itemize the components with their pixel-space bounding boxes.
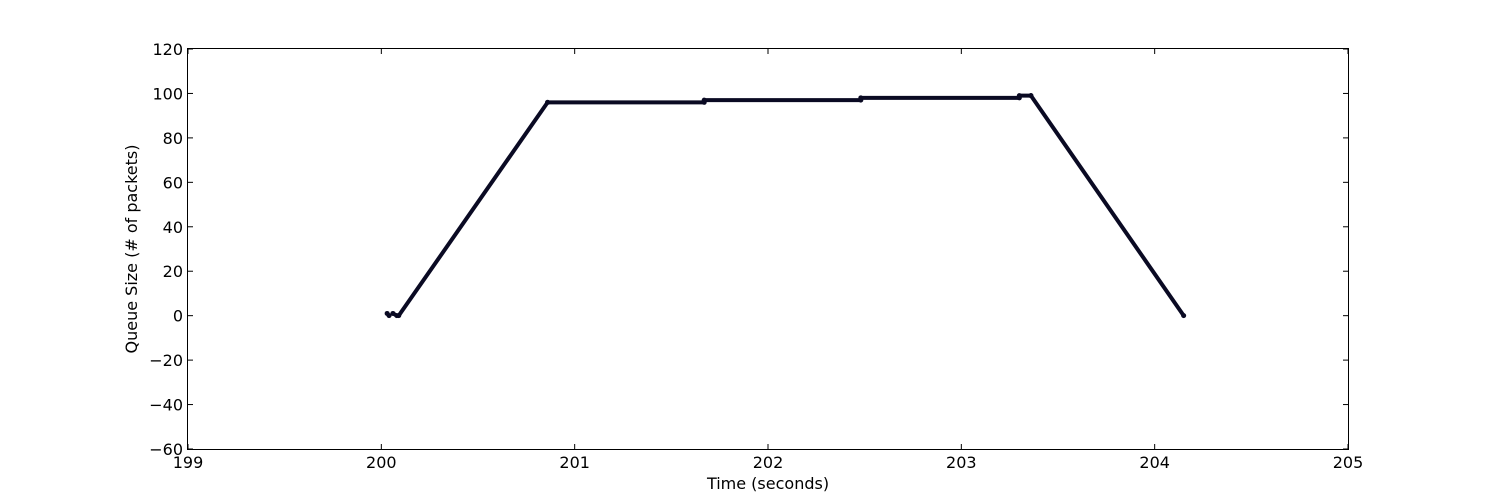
x-tick-label: 203 — [946, 453, 977, 472]
y-tick-label: 20 — [163, 262, 183, 281]
y-tick-label: 80 — [163, 129, 183, 148]
y-tick-label: −40 — [149, 396, 183, 415]
data-point — [1028, 93, 1034, 99]
ticks-layer: 199 200 201 202 203 204 205120100806040200−20−… — [149, 40, 1363, 472]
data-point — [701, 97, 707, 103]
x-tick-label: 200 — [366, 453, 397, 472]
data-point — [545, 99, 551, 105]
x-axis-label: Time (seconds) — [706, 474, 829, 493]
data-layer — [384, 93, 1187, 319]
data-point — [1181, 313, 1187, 319]
x-tick-label: 205 — [1333, 453, 1364, 472]
y-tick-label: 0 — [173, 307, 183, 326]
y-tick-label: 40 — [163, 218, 183, 237]
data-segment — [396, 100, 550, 318]
x-tick-label: 204 — [1139, 453, 1170, 472]
x-tick-label: 201 — [559, 453, 590, 472]
data-segment — [1028, 93, 1186, 318]
y-tick-label: −60 — [149, 440, 183, 459]
y-tick-label: 120 — [152, 40, 183, 59]
data-point — [858, 95, 864, 101]
data-point — [390, 310, 396, 316]
data-point — [396, 313, 402, 319]
y-tick-label: −20 — [149, 351, 183, 370]
x-tick-label: 202 — [753, 453, 784, 472]
x-tick-label: 199 — [173, 453, 204, 472]
y-tick-label: 100 — [152, 84, 183, 103]
y-axis-label: Queue Size (# of packets) — [122, 145, 141, 354]
plot-frame — [187, 48, 1349, 450]
data-point — [1016, 93, 1022, 99]
y-tick-label: 60 — [163, 173, 183, 192]
data-point — [386, 313, 392, 319]
